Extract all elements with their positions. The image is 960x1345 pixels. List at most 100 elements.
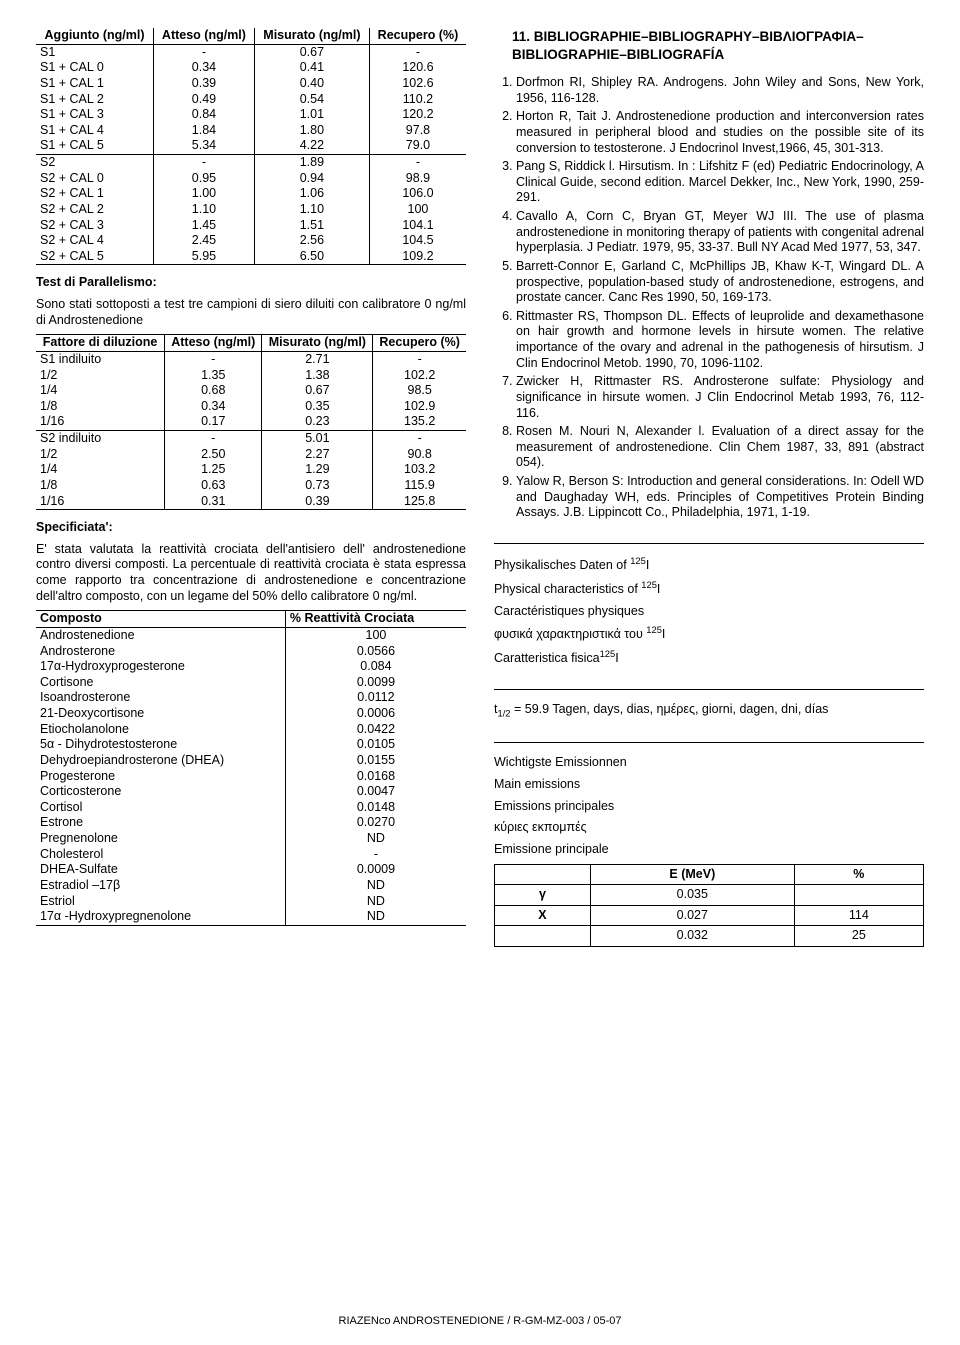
table-cell: 0.0099 — [285, 675, 466, 691]
divider — [494, 543, 924, 544]
p-h1: Atteso (ng/ml) — [165, 335, 262, 352]
table-row: Corticosterone0.0047 — [36, 784, 466, 800]
parallel-intro: Sono stati sottoposti a test tre campion… — [36, 297, 466, 328]
recovery-table: Aggiunto (ng/ml) Atteso (ng/ml) Misurato… — [36, 28, 466, 265]
table-cell: S2 + CAL 0 — [36, 171, 154, 187]
table-cell: S2 + CAL 3 — [36, 218, 154, 234]
table-row: Progesterone0.0168 — [36, 769, 466, 785]
spec-table: Composto % Reattività Crociata Androsten… — [36, 610, 466, 926]
table-row: Cholesterol- — [36, 847, 466, 863]
table-cell: - — [369, 44, 466, 60]
table-cell: 104.1 — [369, 218, 466, 234]
table-cell: S2 + CAL 4 — [36, 233, 154, 249]
table-cell: S1 + CAL 1 — [36, 76, 154, 92]
table-cell: 0.94 — [254, 171, 369, 187]
table-cell: S2 + CAL 1 — [36, 186, 154, 202]
table-cell: - — [154, 44, 255, 60]
p-h2: Misurato (ng/ml) — [262, 335, 373, 352]
table-row: S1 + CAL 30.841.01120.2 — [36, 107, 466, 123]
table-row: 5α - Dihydrotestosterone0.0105 — [36, 737, 466, 753]
table-cell: 1.01 — [254, 107, 369, 123]
table-row: Isoandrosterone0.0112 — [36, 690, 466, 706]
table-cell: 109.2 — [369, 249, 466, 265]
table-cell: - — [285, 847, 466, 863]
p-h3: Recupero (%) — [373, 335, 466, 352]
spec-para: E' stata valutata la reattività crociata… — [36, 542, 466, 605]
table-cell: DHEA-Sulfate — [36, 862, 285, 878]
table-row: 1/40.680.6798.5 — [36, 383, 466, 399]
table-cell: S1 + CAL 2 — [36, 92, 154, 108]
table-cell: 1/16 — [36, 494, 165, 510]
table-cell: 1.35 — [165, 368, 262, 384]
table-cell: Estriol — [36, 894, 285, 910]
halflife: t1/2 = 59.9 Tagen, days, dias, ημέρες, g… — [494, 702, 924, 720]
table-row: Cortisone0.0099 — [36, 675, 466, 691]
table-cell: - — [165, 431, 262, 447]
table-row: S1 indiluito-2.71- — [36, 351, 466, 367]
table-cell: Isoandrosterone — [36, 690, 285, 706]
table-cell: X — [495, 905, 591, 926]
table-cell: Etiocholanolone — [36, 722, 285, 738]
table-row: S2 indiluito-5.01- — [36, 431, 466, 447]
table-row: S1 + CAL 10.390.40102.6 — [36, 76, 466, 92]
table-cell: 0.35 — [262, 399, 373, 415]
spec-title: Specificiata': — [36, 520, 466, 536]
table-cell: 0.0148 — [285, 800, 466, 816]
emissions-block: Wichtigste EmissionnenMain emissionsEmis… — [494, 755, 924, 857]
t1-h0: Aggiunto (ng/ml) — [36, 28, 154, 44]
table-cell: 0.0112 — [285, 690, 466, 706]
table-cell: - — [165, 351, 262, 367]
table-cell: Cholesterol — [36, 847, 285, 863]
table-cell: 102.6 — [369, 76, 466, 92]
table-cell: - — [373, 431, 466, 447]
t1-h1: Atteso (ng/ml) — [154, 28, 255, 44]
table-cell: 110.2 — [369, 92, 466, 108]
table-cell: 0.41 — [254, 60, 369, 76]
table-row: Cortisol0.0148 — [36, 800, 466, 816]
table-cell: 1.89 — [254, 155, 369, 171]
table-cell: 1/2 — [36, 368, 165, 384]
e-h2: % — [794, 864, 923, 885]
table-cell: 4.22 — [254, 138, 369, 154]
table-cell: 0.0168 — [285, 769, 466, 785]
table-cell — [794, 885, 923, 906]
ref-item: Pang S, Riddick l. Hirsutism. In : Lifsh… — [516, 159, 924, 206]
table-cell: 5α - Dihydrotestosterone — [36, 737, 285, 753]
table-cell: ND — [285, 909, 466, 925]
table-cell: 98.9 — [369, 171, 466, 187]
table-cell: 1.10 — [254, 202, 369, 218]
table-cell: 100 — [369, 202, 466, 218]
page-footer: RIAZENco ANDROSTENEDIONE / R-GM-MZ-003 /… — [0, 1315, 960, 1329]
table-row: S2-1.89- — [36, 155, 466, 171]
ref-item: Barrett-Connor E, Garland C, McPhillips … — [516, 259, 924, 306]
table-cell: 21-Deoxycortisone — [36, 706, 285, 722]
table-row: Androsterone0.0566 — [36, 644, 466, 660]
table-cell: 0.49 — [154, 92, 255, 108]
table-row: 17α-Hydroxyprogesterone0.084 — [36, 659, 466, 675]
emission-line: Emissione principale — [494, 842, 924, 858]
table-cell: 1.38 — [262, 368, 373, 384]
table-cell: Corticosterone — [36, 784, 285, 800]
table-row: Estradiol –17βND — [36, 878, 466, 894]
table-cell: 0.95 — [154, 171, 255, 187]
table-cell: 0.23 — [262, 414, 373, 430]
divider-3 — [494, 742, 924, 743]
table-cell: 25 — [794, 926, 923, 947]
table-cell: 0.032 — [590, 926, 794, 947]
table-row: 1/22.502.2790.8 — [36, 447, 466, 463]
ref-item: Horton R, Tait J. Androstenedione produc… — [516, 109, 924, 156]
table-row: 1/160.310.39125.8 — [36, 494, 466, 510]
table-cell: 103.2 — [373, 462, 466, 478]
table-cell: 104.5 — [369, 233, 466, 249]
table-cell: 1.25 — [165, 462, 262, 478]
table-cell: 1/4 — [36, 462, 165, 478]
table-cell: 1.10 — [154, 202, 255, 218]
biblio-heading: 11. BIBLIOGRAPHIE–BIBLIOGRAPHY–ΒΙΒΛΙΟΓΡΑ… — [512, 28, 924, 63]
table-cell: 0.39 — [154, 76, 255, 92]
table-cell: ND — [285, 831, 466, 847]
table-cell: - — [154, 155, 255, 171]
ref-item: Rosen M. Nouri N, Alexander l. Evaluatio… — [516, 424, 924, 471]
table-cell: Pregnenolone — [36, 831, 285, 847]
emission-line: Wichtigste Emissionnen — [494, 755, 924, 771]
table-row: S2 + CAL 21.101.10100 — [36, 202, 466, 218]
